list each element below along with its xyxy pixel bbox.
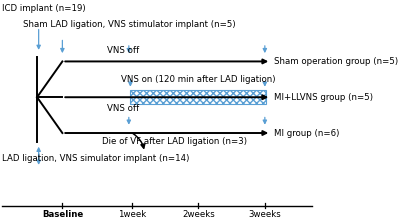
Text: MI+LLVNS group (n=5): MI+LLVNS group (n=5) [274, 93, 373, 102]
Text: MI group (n=6): MI group (n=6) [274, 128, 340, 137]
Text: ICD implant (n=19): ICD implant (n=19) [2, 4, 86, 13]
Text: Baseline: Baseline [42, 210, 83, 219]
Text: 2weeks: 2weeks [182, 210, 215, 219]
Text: Sham operation group (n=5): Sham operation group (n=5) [274, 57, 398, 66]
Text: Die of VF after LAD ligation (n=3): Die of VF after LAD ligation (n=3) [102, 137, 247, 146]
Text: VNS off: VNS off [107, 104, 139, 113]
Bar [130, 90, 266, 104]
Text: VNS off: VNS off [107, 46, 139, 55]
Text: Sham LAD ligation, VNS stimulator implant (n=5): Sham LAD ligation, VNS stimulator implan… [23, 20, 236, 29]
Text: LAD ligation, VNS simulator implant (n=14): LAD ligation, VNS simulator implant (n=1… [2, 154, 190, 163]
Text: VNS on (120 min after LAD ligation): VNS on (120 min after LAD ligation) [121, 75, 276, 84]
Text: 3weeks: 3weeks [248, 210, 281, 219]
Text: 1week: 1week [118, 210, 146, 219]
